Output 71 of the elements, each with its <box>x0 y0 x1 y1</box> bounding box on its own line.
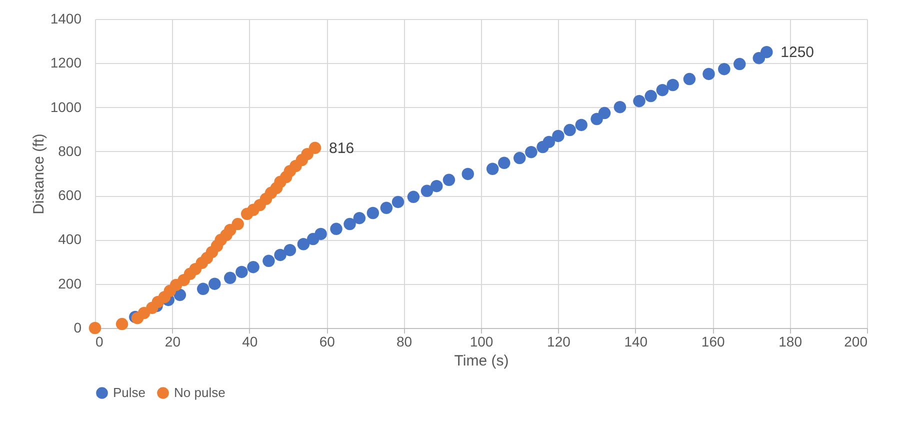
point <box>314 228 327 240</box>
point <box>224 272 236 284</box>
x-tick-label: 160 <box>701 334 725 350</box>
point <box>274 248 286 262</box>
point <box>247 260 260 274</box>
x-tick-label: 180 <box>778 334 802 350</box>
x-axis-title: Time (s) <box>454 352 509 370</box>
y-tick-label: 600 <box>58 187 82 204</box>
point <box>392 196 404 208</box>
x-tick-label: 120 <box>547 334 571 350</box>
point <box>174 288 186 302</box>
legend-label: Pulse <box>113 385 146 400</box>
point <box>353 212 366 224</box>
x-tick-label: 0 <box>96 334 104 350</box>
y-axis-title: Distance (ft) <box>30 134 48 214</box>
point <box>330 222 342 236</box>
point <box>430 180 443 192</box>
point <box>702 68 715 80</box>
x-tick-label: 200 <box>844 334 868 350</box>
y-tick-label: 1000 <box>50 98 82 115</box>
point <box>498 156 510 170</box>
point <box>718 62 730 76</box>
point <box>232 218 244 230</box>
point <box>116 318 128 330</box>
point <box>284 244 296 256</box>
x-tick-label: 20 <box>164 334 181 350</box>
point <box>442 174 456 186</box>
point <box>301 148 314 160</box>
point <box>525 146 538 158</box>
point <box>564 124 576 136</box>
point <box>344 218 356 230</box>
point <box>380 202 393 214</box>
y-tick-label: 200 <box>58 275 82 292</box>
point <box>513 152 526 164</box>
point <box>262 254 275 268</box>
legend-label: No pulse <box>174 385 226 400</box>
point <box>683 72 696 86</box>
point <box>308 142 322 154</box>
point <box>552 130 564 142</box>
point <box>420 184 434 198</box>
point <box>297 238 310 250</box>
x-tick-label: 80 <box>396 334 412 350</box>
point <box>733 58 746 70</box>
point <box>462 168 474 180</box>
y-tick-label: 400 <box>58 231 82 248</box>
point <box>486 162 499 175</box>
x-tick-label: 40 <box>242 334 258 350</box>
point <box>760 46 773 58</box>
point <box>88 322 102 334</box>
y-tick-label: 0 <box>74 320 82 336</box>
point <box>407 190 420 204</box>
x-tick-label: 100 <box>470 334 494 350</box>
y-tick-label: 800 <box>58 142 82 159</box>
x-tick-label: 140 <box>624 334 648 350</box>
point <box>208 278 221 290</box>
point <box>542 136 556 148</box>
point <box>633 94 646 108</box>
annotation: 1250 <box>780 44 814 62</box>
point <box>366 206 380 220</box>
x-tick-label: 60 <box>319 334 336 350</box>
point <box>196 282 210 296</box>
y-tick-label: 1200 <box>50 54 82 71</box>
annotation: 816 <box>329 140 354 157</box>
point <box>656 84 669 96</box>
point <box>644 90 657 102</box>
point <box>598 106 611 120</box>
point <box>236 266 248 278</box>
point <box>666 78 679 92</box>
point <box>575 118 588 132</box>
y-tick-label: 1400 <box>50 10 82 26</box>
point <box>614 100 626 114</box>
